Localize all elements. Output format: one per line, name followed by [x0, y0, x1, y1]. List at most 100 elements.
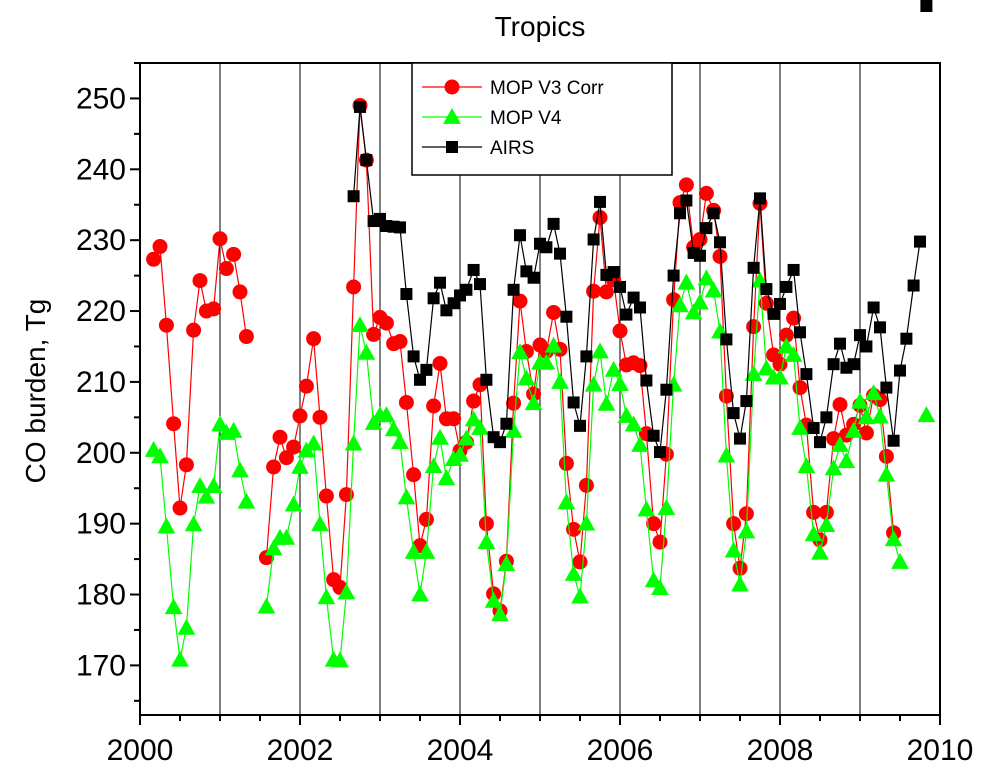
y-tick-label: 230: [76, 224, 126, 257]
data-point-airs: [854, 329, 866, 341]
data-point-mop-v4: [726, 543, 742, 557]
data-point-airs: [848, 358, 860, 370]
data-point-airs: [480, 374, 492, 386]
data-point-mop-v4: [878, 467, 894, 481]
data-point-airs: [748, 262, 760, 274]
data-point-mop-v3-corr: [367, 327, 381, 341]
data-point-airs: [880, 382, 892, 394]
data-point-airs: [514, 229, 526, 241]
data-point-mop-v3-corr: [287, 440, 301, 454]
data-point-airs: [788, 264, 800, 276]
data-point-airs: [360, 154, 372, 166]
data-point-airs: [668, 270, 680, 282]
data-point-airs: [400, 288, 412, 300]
data-point-airs: [528, 272, 540, 284]
data-point-mop-v3-corr: [319, 489, 333, 503]
x-tick-label: 2004: [427, 734, 494, 767]
y-tick-label: 200: [76, 437, 126, 470]
data-point-mop-v3-corr: [713, 249, 727, 263]
data-point-mop-v4: [398, 489, 414, 503]
data-point-mop-v3-corr: [293, 409, 307, 423]
data-point-mop-v3-corr: [559, 456, 573, 470]
data-point-airs: [354, 101, 366, 113]
data-point-mop-v3-corr: [313, 410, 327, 424]
data-point-airs: [434, 277, 446, 289]
data-point-mop-v4: [158, 518, 174, 532]
data-point-airs: [700, 222, 712, 234]
data-point-mop-v3-corr: [187, 323, 201, 337]
data-point-mop-v4: [386, 421, 402, 435]
data-point-mop-v3-corr: [727, 517, 741, 531]
data-point-airs: [540, 241, 552, 253]
data-point-airs: [874, 321, 886, 333]
series-line-mop-v4: [154, 424, 247, 659]
data-point-airs: [460, 284, 472, 296]
y-tick-label: 250: [76, 82, 126, 115]
data-point-mop-v3-corr: [167, 417, 181, 431]
data-point-mop-v4: [612, 376, 628, 390]
data-point-mop-v3-corr: [587, 284, 601, 298]
data-point-mop-v3-corr: [147, 252, 161, 266]
data-point-mop-v4: [166, 599, 182, 613]
data-point-airs: [648, 430, 660, 442]
data-point-airs: [594, 196, 606, 208]
data-point-mop-v4: [258, 599, 274, 613]
data-point-airs: [608, 266, 620, 278]
data-point-mop-v3-corr: [419, 512, 433, 526]
data-point-mop-v3-corr: [433, 356, 447, 370]
data-point-airs: [720, 333, 732, 345]
data-point-mop-v3-corr: [153, 240, 167, 254]
data-point-airs: [508, 284, 520, 296]
data-point-airs: [408, 350, 420, 362]
data-point-mop-v3-corr: [193, 274, 207, 288]
data-point-mop-v3-corr: [599, 285, 613, 299]
data-point-mop-v4: [426, 458, 442, 472]
data-point-mop-v3-corr: [299, 379, 313, 393]
data-point-mop-v4: [592, 343, 608, 357]
data-point-airs: [734, 433, 746, 445]
data-point-mop-v4: [412, 587, 428, 601]
data-point-mop-v3-corr: [347, 280, 361, 294]
data-point-mop-v4: [698, 270, 714, 284]
y-tick-label: 170: [76, 649, 126, 682]
data-point-airs: [654, 446, 666, 458]
data-point-airs: [634, 302, 646, 314]
data-point-airs: [468, 264, 480, 276]
data-point-mop-v4: [872, 409, 888, 423]
y-axis-label: CO burden, Tg: [20, 299, 51, 484]
y-tick-label: 220: [76, 295, 126, 328]
data-point-mop-v3-corr: [547, 305, 561, 319]
data-point-airs: [794, 326, 806, 338]
data-point-mop-v3-corr: [879, 449, 893, 463]
data-point-airs: [760, 283, 772, 295]
data-point-airs: [714, 236, 726, 248]
data-point-airs: [568, 396, 580, 408]
data-point-airs: [588, 233, 600, 245]
data-point-airs: [800, 368, 812, 380]
data-point-airs: [614, 281, 626, 293]
data-point-airs: [420, 364, 432, 376]
data-point-mop-v3-corr: [653, 535, 667, 549]
data-point-airs: [494, 436, 506, 448]
data-point-airs: [394, 221, 406, 233]
data-point-mop-v4: [478, 534, 494, 548]
data-point-mop-v4: [598, 396, 614, 410]
data-point-airs: [640, 374, 652, 386]
data-point-mop-v3-corr: [793, 381, 807, 395]
data-point-airs: [900, 333, 912, 345]
data-point-mop-v4: [658, 500, 674, 514]
data-point-airs: [834, 338, 846, 350]
data-point-mop-v4: [838, 453, 854, 467]
x-tick-label: 2002: [267, 734, 334, 767]
data-point-mop-v4: [558, 494, 574, 508]
legend-label-airs: AIRS: [490, 138, 534, 159]
data-point-mop-v3-corr: [393, 335, 407, 349]
data-point-airs: [914, 236, 926, 248]
data-point-airs: [548, 218, 560, 230]
data-point-airs: [740, 395, 752, 407]
data-point-mop-v3-corr: [507, 396, 521, 410]
data-point-mop-v3-corr: [573, 555, 587, 569]
data-point-mop-v3-corr: [207, 302, 221, 316]
data-point-mop-v4: [358, 345, 374, 359]
data-point-mop-v3-corr: [833, 398, 847, 412]
